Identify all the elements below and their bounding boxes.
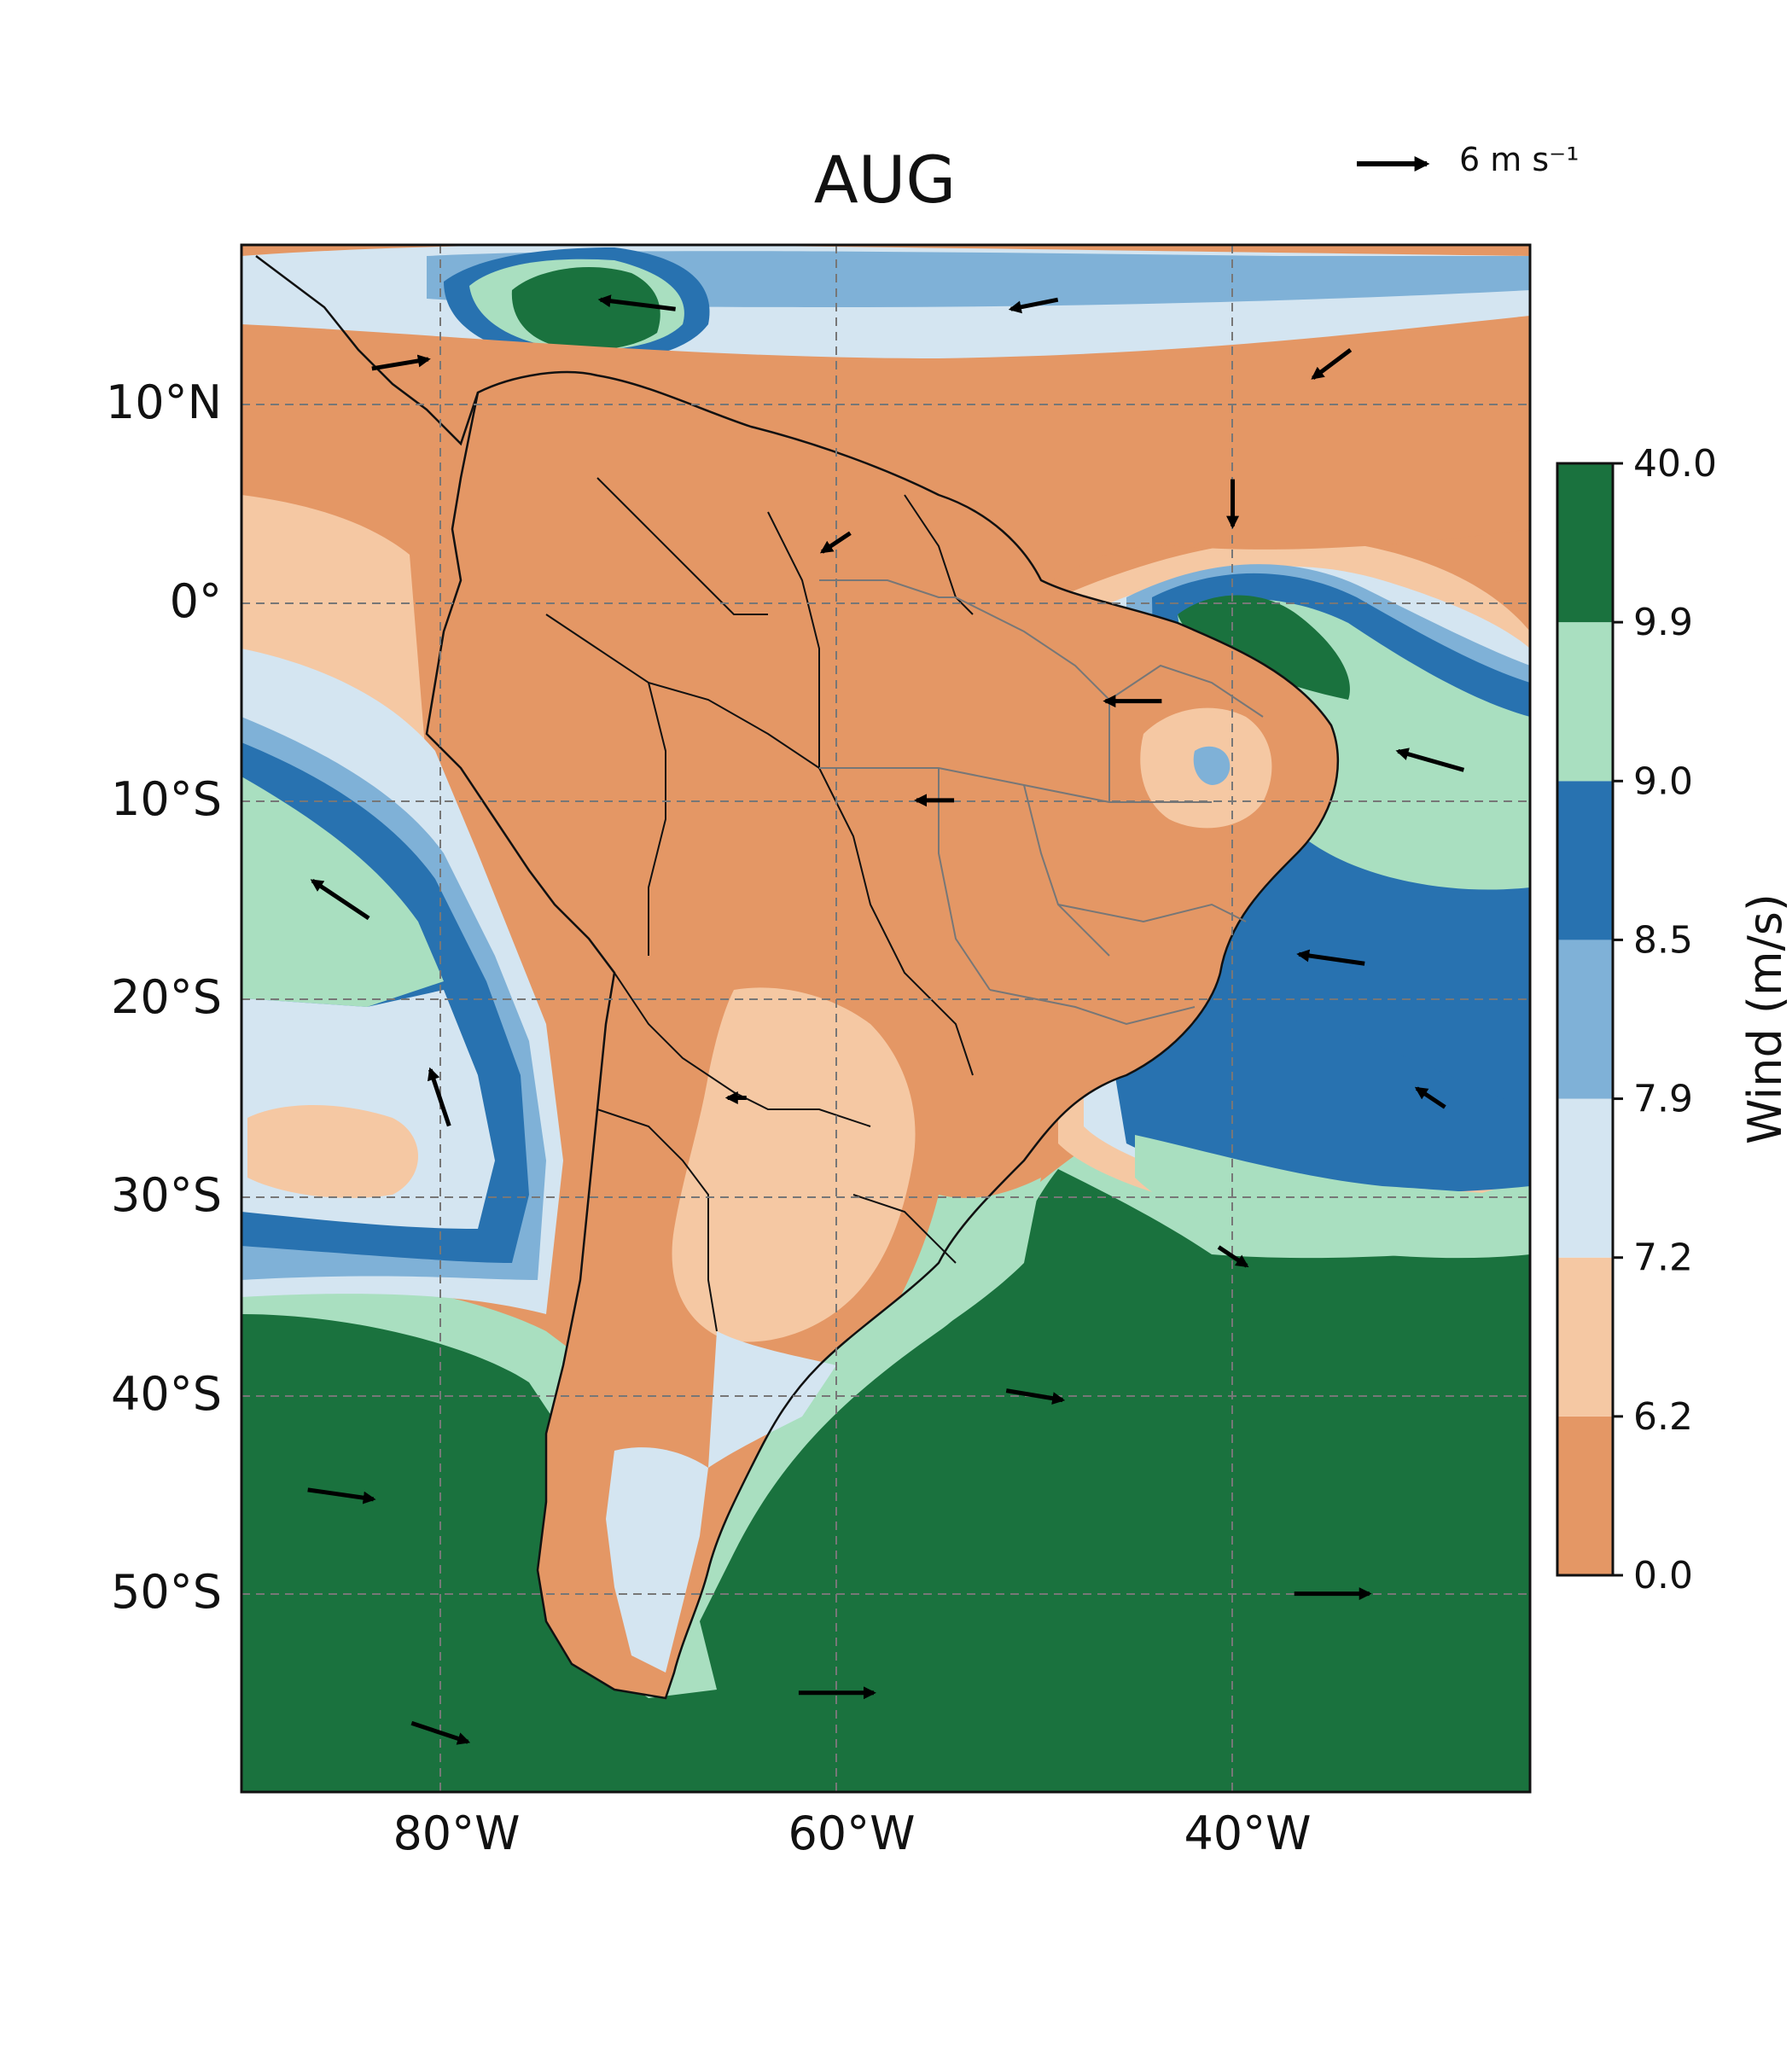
wind-vector-arrow xyxy=(1311,347,1353,380)
wind-vector-arrow xyxy=(310,878,370,921)
lat-label-10n: 10°N xyxy=(106,375,222,429)
nordeste-core xyxy=(1193,746,1231,785)
lat-label-50s: 50°S xyxy=(111,1565,222,1619)
lon-label-80w: 80°W xyxy=(393,1807,520,1860)
colorbar-block xyxy=(1557,1416,1613,1575)
southeast-coast-green xyxy=(853,1178,1041,1365)
southeast-coast-blue xyxy=(708,1331,836,1468)
gridlines xyxy=(241,245,1530,1792)
wind-vector-arrow xyxy=(427,1067,451,1127)
colorbar-tick-label: 40.0 xyxy=(1633,442,1717,486)
wind-vector-arrow xyxy=(1217,1245,1249,1268)
colorbar-block xyxy=(1557,940,1613,1099)
colorbar-block xyxy=(1557,622,1613,782)
colorbar: 0.0 6.2 7.2 7.9 8.5 9.0 9.9 40.0 Wind (m/s) xyxy=(1556,442,1792,1597)
atlantic-jet-core xyxy=(1178,595,1350,700)
reference-vector-key: 6 m s⁻¹ xyxy=(1357,141,1579,178)
wind-vector-arrow xyxy=(1296,949,1365,966)
wind-vector-arrow xyxy=(371,354,431,371)
colorbar-frame xyxy=(1556,462,1615,1577)
lat-label-0: 0° xyxy=(170,574,222,628)
wind-vector-arrow xyxy=(1395,748,1465,772)
wind-vector-arrow xyxy=(1008,297,1059,314)
wind-vector-arrow xyxy=(307,1487,376,1504)
plot-frame xyxy=(240,243,1532,1794)
longitude-labels: 80°W 60°W 40°W xyxy=(393,1807,1311,1860)
lat-label-10s: 10°S xyxy=(111,772,222,826)
wind-vector-arrow xyxy=(1414,1086,1446,1109)
colorbar-tick-label: 0.0 xyxy=(1633,1554,1693,1597)
wind-vector-arrow xyxy=(1005,1388,1066,1405)
colorbar-block xyxy=(1557,463,1613,623)
lat-label-30s: 30°S xyxy=(111,1168,222,1222)
wind-vector-arrow xyxy=(597,294,676,311)
colorbar-tick-label: 6.2 xyxy=(1633,1395,1693,1439)
south-atlantic-blue-band xyxy=(1109,1015,1530,1193)
map-title: AUG xyxy=(814,142,957,218)
coastline xyxy=(425,370,1340,1700)
colorbar-color-blocks xyxy=(1557,463,1613,1575)
colorbar-tick-label: 9.0 xyxy=(1633,759,1693,803)
wind-vector-arrow xyxy=(410,1720,471,1745)
lon-label-40w: 40°W xyxy=(1184,1807,1311,1860)
colorbar-tick-label: 8.5 xyxy=(1633,918,1693,962)
lat-label-40s: 40°S xyxy=(111,1367,222,1421)
colorbar-block xyxy=(1557,781,1613,940)
colorbar-tick-label: 7.9 xyxy=(1633,1078,1693,1121)
pacific-green xyxy=(241,777,444,1007)
wind-vectors xyxy=(307,294,1465,1745)
colorbar-block xyxy=(1557,1098,1613,1258)
colorbar-tick-label: 9.9 xyxy=(1633,601,1693,644)
interior-peach-patch xyxy=(672,987,916,1342)
wind-vector-arrow xyxy=(819,531,852,554)
lat-label-20s: 20°S xyxy=(111,970,222,1024)
pacific-peach-patch xyxy=(247,1105,418,1198)
colorbar-ticks: 0.0 6.2 7.2 7.9 8.5 9.0 9.9 40.0 xyxy=(1613,442,1717,1597)
patagonia-blue xyxy=(606,1447,708,1673)
caribbean-jet-core xyxy=(511,266,660,350)
colorbar-tick-label: 7.2 xyxy=(1633,1236,1693,1280)
colorbar-block xyxy=(1557,1257,1613,1417)
latitude-labels: 10°N 0° 10°S 20°S 30°S 40°S 50°S xyxy=(106,375,222,1619)
lon-label-60w: 60°W xyxy=(788,1807,915,1860)
reference-vector-label: 6 m s⁻¹ xyxy=(1459,141,1579,178)
map-plot-area xyxy=(241,245,1530,1792)
colorbar-label: Wind (m/s) xyxy=(1738,893,1792,1144)
